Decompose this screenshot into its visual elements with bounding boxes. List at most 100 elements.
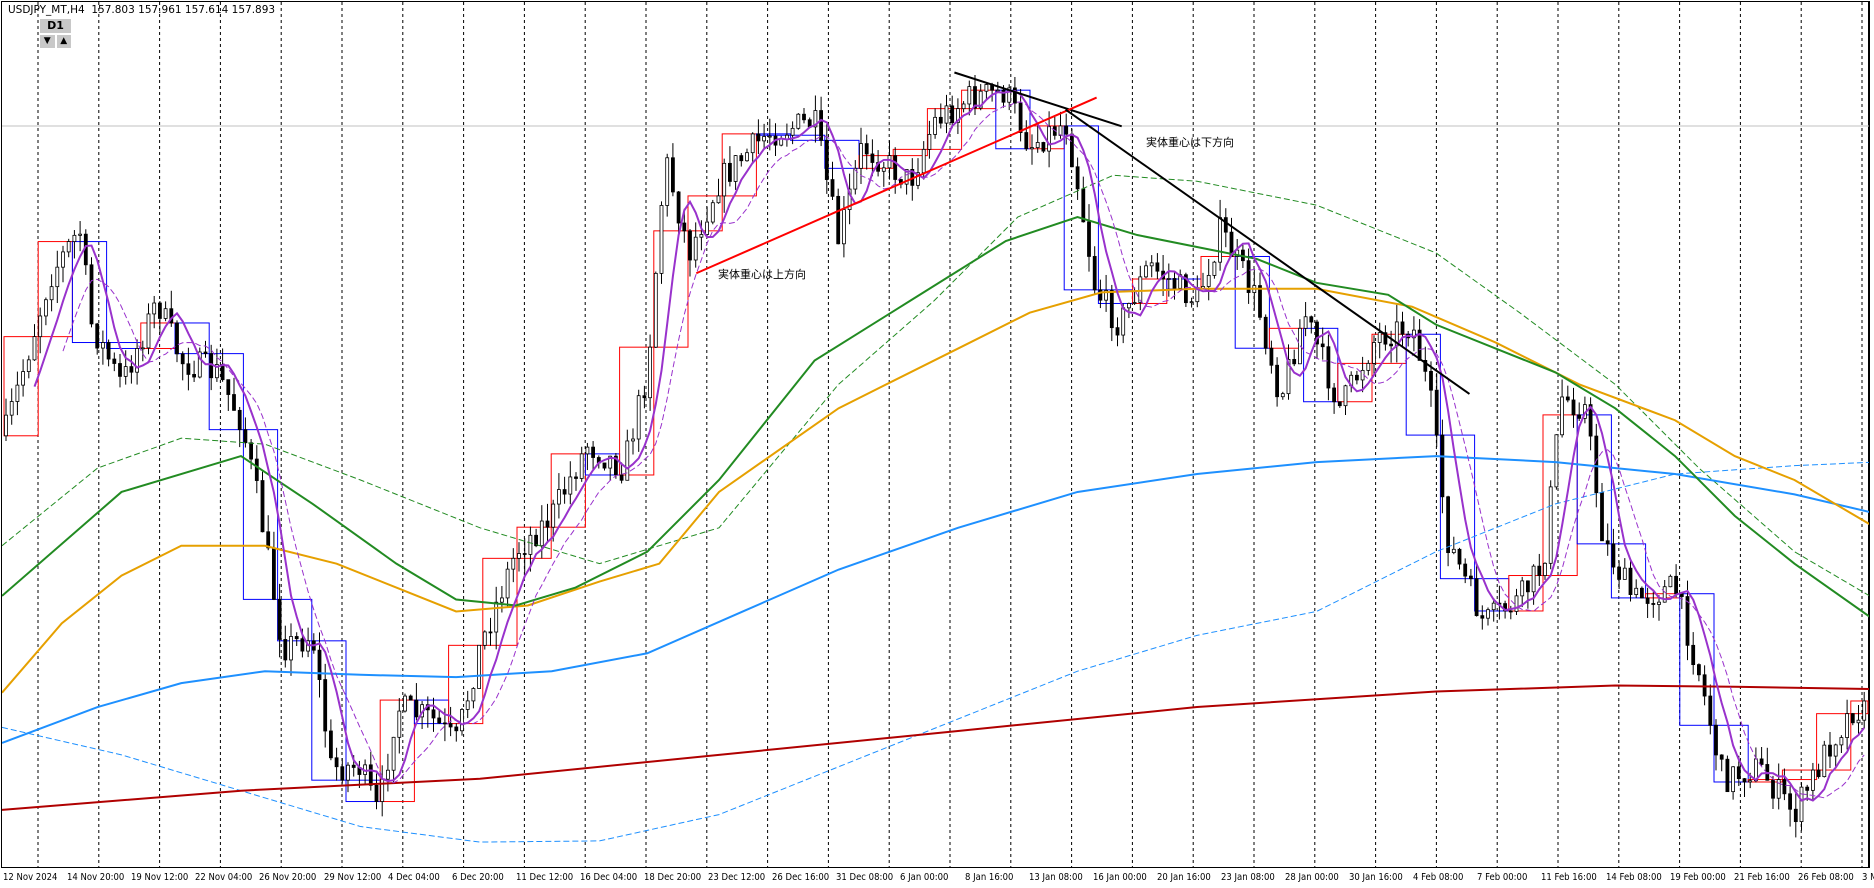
candle-body bbox=[1451, 548, 1456, 554]
candle-body bbox=[790, 127, 795, 136]
candle-body bbox=[1742, 778, 1747, 783]
candle-body bbox=[334, 757, 339, 768]
candle-body bbox=[494, 601, 499, 633]
candle-body bbox=[1697, 664, 1701, 676]
candle-body bbox=[431, 709, 436, 719]
candle-body bbox=[1856, 719, 1861, 724]
candle-body bbox=[1845, 713, 1849, 738]
candle-body bbox=[562, 489, 567, 495]
candle-body bbox=[1189, 301, 1194, 304]
candle-body bbox=[995, 89, 1000, 92]
candle-body bbox=[1714, 724, 1718, 756]
candle-body bbox=[961, 103, 966, 110]
ma-blue-dashed bbox=[2, 461, 1869, 843]
candle-body bbox=[374, 784, 379, 802]
candle-body bbox=[1782, 779, 1787, 795]
candle-body bbox=[1480, 615, 1485, 619]
candle-body bbox=[323, 679, 328, 732]
time-tick-label: 28 Jan 00:00 bbox=[1285, 872, 1339, 883]
candle-body bbox=[1366, 362, 1371, 371]
close-value: 157.893 bbox=[231, 4, 276, 16]
candle-body bbox=[152, 302, 157, 315]
candle-body bbox=[1600, 492, 1604, 542]
candle-body bbox=[123, 366, 128, 377]
candle-body bbox=[1816, 769, 1821, 778]
annotation-downtrend: 実体重心は下方向 bbox=[1146, 136, 1234, 149]
candle-body bbox=[1109, 290, 1114, 329]
d1-candle-box bbox=[1405, 333, 1441, 436]
time-tick-label: 8 Jan 16:00 bbox=[964, 872, 1013, 883]
trendline-down bbox=[1064, 108, 1471, 395]
candle-body bbox=[197, 351, 202, 378]
candle-body bbox=[1628, 567, 1633, 595]
candle-body bbox=[1121, 307, 1126, 336]
candle-body bbox=[1212, 261, 1217, 276]
candle-body bbox=[739, 155, 744, 162]
candle-body bbox=[21, 371, 26, 386]
candle-body bbox=[1469, 575, 1473, 580]
d1-candle-box bbox=[995, 89, 1031, 150]
d1-candle-box bbox=[721, 133, 757, 197]
candle-body bbox=[836, 195, 841, 245]
candle-body bbox=[887, 155, 892, 169]
candle-body bbox=[1645, 597, 1650, 604]
candle-body bbox=[745, 152, 749, 162]
time-tick-label: 16 Jan 00:00 bbox=[1092, 872, 1147, 883]
d1-candle-box bbox=[1063, 125, 1099, 291]
time-tick-label: 18 Dec 20:00 bbox=[644, 872, 702, 883]
timeframe-down-icon[interactable]: ▼ bbox=[40, 35, 55, 48]
d1-candle-box bbox=[1576, 414, 1612, 545]
candle-body bbox=[1634, 587, 1639, 595]
price-chart[interactable] bbox=[2, 2, 1869, 868]
candle-body bbox=[1833, 744, 1838, 757]
d1-candle-box bbox=[1234, 255, 1270, 349]
time-tick-label: 29 Nov 12:00 bbox=[323, 872, 381, 883]
candle-body bbox=[893, 155, 898, 180]
candle-body bbox=[220, 364, 225, 381]
candle-body bbox=[346, 764, 350, 781]
candle-body bbox=[15, 384, 20, 402]
candle-body bbox=[534, 534, 538, 547]
candle-body bbox=[1070, 133, 1074, 168]
timeframe-widget: D1 ▼ ▲ bbox=[40, 19, 71, 48]
d1-candle-box bbox=[140, 322, 176, 349]
candle-body bbox=[659, 205, 664, 274]
d1-candle-box bbox=[1679, 593, 1715, 726]
candle-body bbox=[328, 730, 333, 759]
candle-body bbox=[1041, 142, 1046, 152]
candle-body bbox=[454, 726, 459, 732]
candle-body bbox=[1520, 580, 1525, 597]
time-tick-label: 21 Feb 16:00 bbox=[1733, 872, 1790, 883]
candle-body bbox=[921, 148, 926, 174]
candle-body bbox=[1508, 610, 1513, 613]
chart-window[interactable] bbox=[1, 1, 1870, 868]
candle-body bbox=[1548, 486, 1553, 564]
candle-body bbox=[1577, 414, 1582, 419]
timeframe-up-icon[interactable]: ▲ bbox=[56, 35, 71, 48]
candle-body bbox=[129, 366, 134, 373]
candle-body bbox=[631, 438, 635, 442]
candle-body bbox=[625, 440, 630, 481]
timeframe-label[interactable]: D1 bbox=[40, 19, 71, 33]
candle-body bbox=[9, 401, 14, 416]
d1-candle-box bbox=[379, 699, 415, 803]
candle-body bbox=[956, 108, 960, 123]
candle-body bbox=[1594, 435, 1599, 494]
d1-candle-box bbox=[755, 133, 792, 136]
candle-body bbox=[1674, 575, 1678, 595]
open-value: 157.803 bbox=[91, 4, 135, 16]
d1-candle-box bbox=[687, 195, 723, 232]
candle-body bbox=[1144, 265, 1148, 278]
time-tick-label: 14 Nov 20:00 bbox=[67, 872, 125, 883]
d1-candle-box bbox=[926, 108, 963, 150]
candle-body bbox=[693, 236, 698, 261]
d1-candle-box bbox=[1850, 700, 1869, 715]
candle-body bbox=[904, 169, 909, 185]
candle-body bbox=[1731, 766, 1735, 793]
candle-body bbox=[779, 138, 784, 146]
candle-body bbox=[488, 631, 493, 634]
candle-body bbox=[1326, 346, 1331, 389]
candle-body bbox=[1526, 580, 1530, 593]
candle-body bbox=[1776, 779, 1781, 799]
candle-body bbox=[277, 598, 282, 640]
